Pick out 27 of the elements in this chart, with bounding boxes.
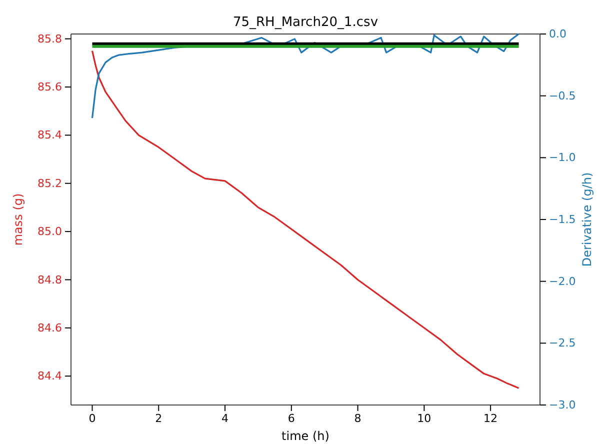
y-tick-label: 85.0	[38, 225, 62, 238]
y-tick-label: 85.8	[38, 32, 62, 46]
x-tick-label: 6	[288, 412, 295, 425]
x-tick-label: 10	[417, 412, 432, 425]
y-axis-title: mass (g)	[11, 193, 25, 246]
y2-axis-title: Derivative (g/h)	[580, 172, 594, 267]
line-series	[91, 50, 520, 389]
y2-tick-label: −0.5	[549, 89, 576, 102]
x-tick-label: 12	[484, 412, 498, 425]
y-tick-label: 84.4	[38, 370, 62, 383]
x-tick-label: 2	[155, 412, 162, 425]
x-tick-label: 4	[222, 412, 229, 425]
x-tick-label: 0	[88, 412, 96, 425]
y-tick-label: 84.8	[38, 273, 62, 286]
y2-tick-label: −2.5	[549, 336, 576, 350]
y2-tick-label: −3.0	[549, 398, 576, 412]
y-tick-label: 84.6	[38, 321, 62, 334]
y-tick-label: 85.2	[38, 176, 62, 190]
x-tick-label: 8	[354, 412, 362, 425]
x-axis-title: time (h)	[282, 429, 330, 443]
y2-tick-label: −1.5	[549, 213, 576, 226]
chart-title: 75_RH_March20_1.csv	[232, 15, 378, 30]
y2-tick-label: 0.0	[549, 28, 566, 41]
y2-tick-label: −1.0	[549, 151, 576, 164]
y2-tick-label: −2.0	[549, 274, 576, 288]
y-tick-label: 85.4	[38, 128, 62, 142]
y-tick-label: 85.6	[38, 80, 62, 94]
